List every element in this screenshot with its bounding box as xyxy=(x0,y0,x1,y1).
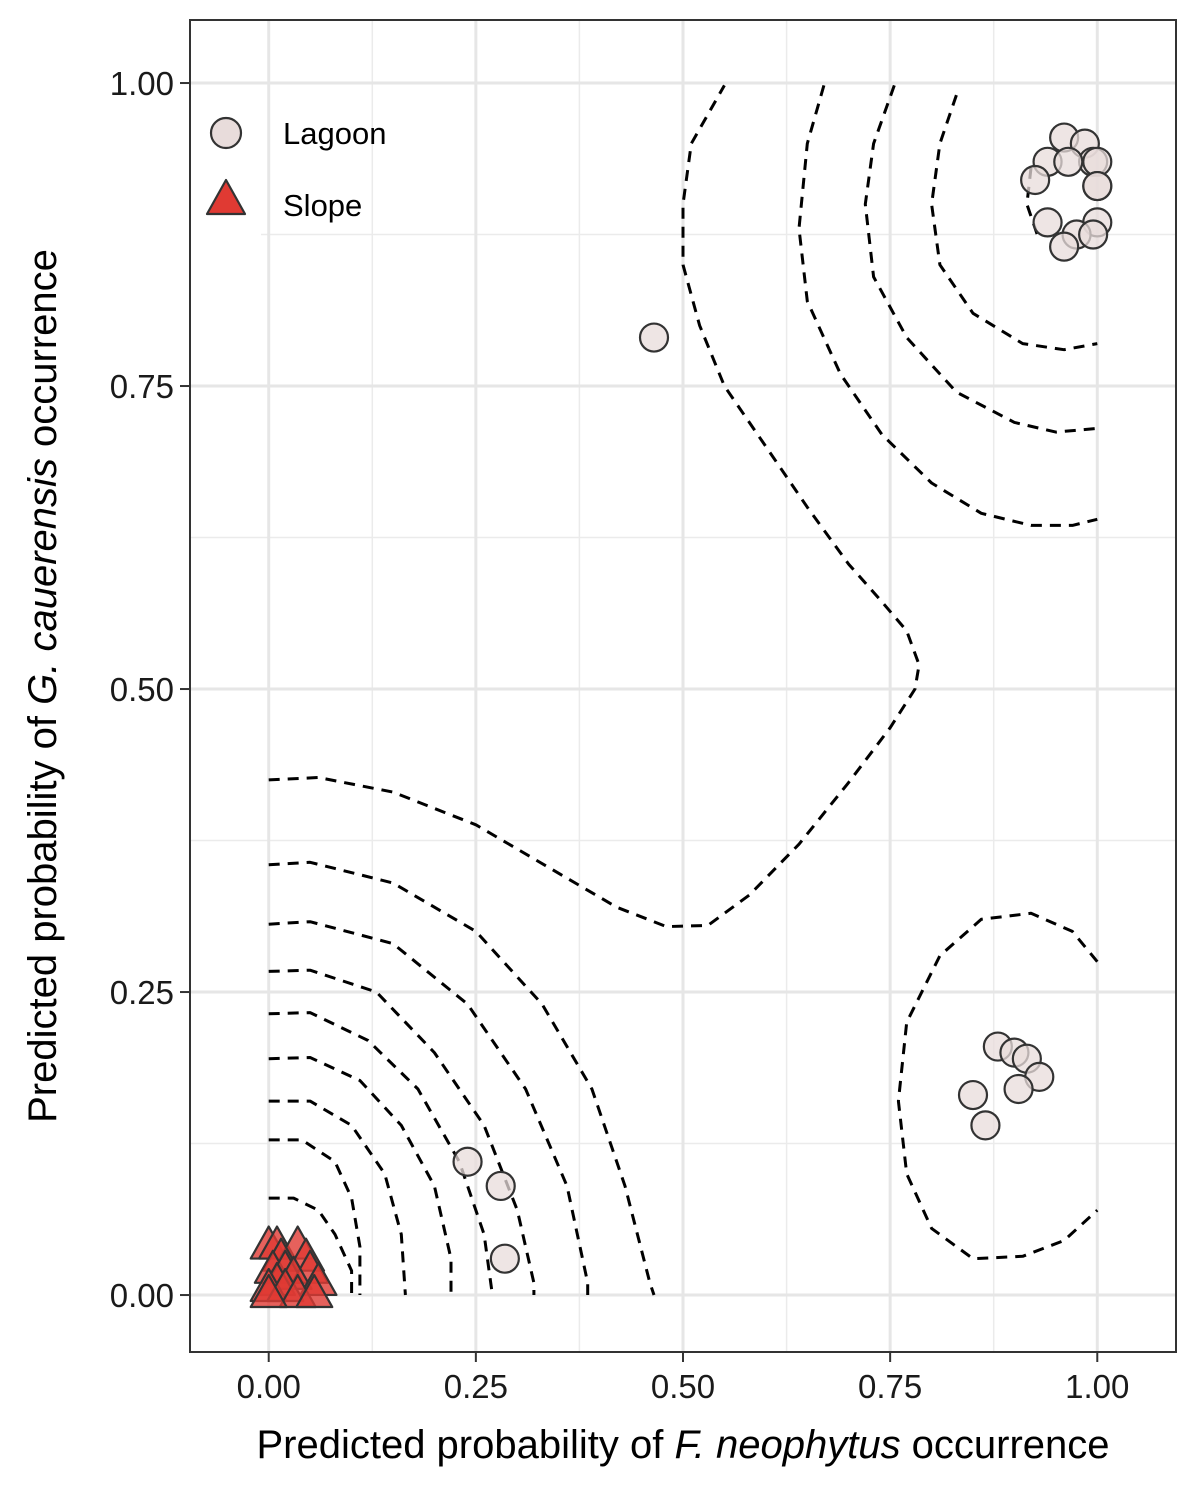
lagoon-point-17 xyxy=(1049,231,1080,262)
lagoon-point-0 xyxy=(638,322,670,353)
y-tick-label-3: 0.75 xyxy=(110,368,174,405)
x-tick-label-1: 0.25 xyxy=(444,1368,508,1405)
lagoon-point-8 xyxy=(1053,146,1084,177)
x-tick-label-4: 1.00 xyxy=(1065,1368,1129,1405)
y-axis-title-suffix: occurrence xyxy=(21,249,65,458)
density-contours xyxy=(268,84,1099,1296)
x-axis-title-species: F. neophytus xyxy=(674,1423,900,1467)
x-axis-title: Predicted probability of F. neophytus oc… xyxy=(256,1423,1109,1467)
lagoon-point-13 xyxy=(1032,207,1063,238)
lagoon-point-24 xyxy=(970,1110,1001,1141)
x-tick-label-3: 0.75 xyxy=(858,1368,922,1405)
slope-points xyxy=(249,1225,338,1309)
x-tick-label-0: 0.00 xyxy=(237,1368,301,1405)
x-axis-title-suffix: occurrence xyxy=(901,1423,1110,1467)
legend-lagoon-symbol xyxy=(209,116,243,150)
slope-point-15 xyxy=(249,1273,288,1309)
x-axis-title-prefix: Predicted probability of xyxy=(256,1423,674,1467)
density-contour-4 xyxy=(268,1011,494,1296)
legend-slope-symbol xyxy=(205,178,247,216)
legend-slope-label: Slope xyxy=(283,188,362,223)
lagoon-point-22 xyxy=(1003,1073,1034,1105)
legend: Lagoon Slope xyxy=(191,96,386,238)
density-contour-0 xyxy=(268,84,921,929)
density-contour-8 xyxy=(268,1196,354,1295)
density-contour-5 xyxy=(268,1056,453,1295)
lagoon-point-1 xyxy=(452,1146,483,1177)
density-contour-10 xyxy=(797,84,1098,527)
density-contour-7 xyxy=(268,1138,362,1295)
lagoon-point-10 xyxy=(1020,164,1051,196)
y-axis-title-species: G. cauerensis xyxy=(21,458,65,705)
density-contour-12 xyxy=(930,94,1098,352)
lagoon-point-23 xyxy=(957,1079,989,1111)
lagoon-point-12 xyxy=(1082,170,1113,202)
y-axis-title-prefix: Predicted probability of xyxy=(21,705,65,1123)
y-tick-label-0: 0.00 xyxy=(110,1277,174,1314)
legend-item-lagoon: Lagoon xyxy=(209,116,386,151)
density-contour-6 xyxy=(268,1099,407,1296)
x-tick-label-2: 0.50 xyxy=(651,1368,715,1405)
lagoon-points xyxy=(452,122,1113,1274)
y-tick-label-1: 0.25 xyxy=(110,974,174,1011)
density-contour-2 xyxy=(268,920,590,1295)
y-tick-label-2: 0.50 xyxy=(110,671,174,708)
legend-lagoon-label: Lagoon xyxy=(283,116,386,151)
slope-point-14 xyxy=(295,1273,334,1309)
legend-item-slope: Slope xyxy=(205,178,362,223)
y-tick-label-4: 1.00 xyxy=(110,65,174,102)
lagoon-point-3 xyxy=(489,1243,520,1274)
lagoon-point-2 xyxy=(485,1170,516,1202)
lagoon-point-16 xyxy=(1078,219,1109,250)
y-axis: 0.00 0.25 0.50 0.75 1.00 xyxy=(110,65,190,1314)
x-axis: 0.00 0.25 0.50 0.75 1.00 xyxy=(237,1352,1129,1405)
density-contour-11 xyxy=(863,84,1098,434)
density-contour-9 xyxy=(896,911,1099,1261)
y-axis-title: Predicted probability of G. cauerensis o… xyxy=(21,249,65,1123)
